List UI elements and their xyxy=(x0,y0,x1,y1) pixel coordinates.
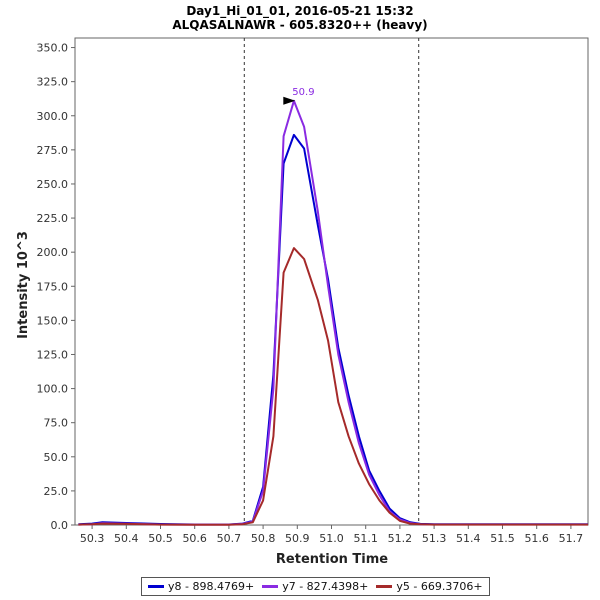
y-tick-label: 325.0 xyxy=(37,76,69,89)
legend-label: y8 - 898.4769+ xyxy=(168,580,255,593)
chart-subtitle: ALQASALNAWR - 605.8320++ (heavy) xyxy=(172,18,427,32)
x-tick-label: 51.5 xyxy=(490,532,515,545)
y-tick-label: 75.0 xyxy=(44,417,69,430)
x-tick-label: 50.6 xyxy=(182,532,207,545)
y-tick-label: 300.0 xyxy=(37,110,69,123)
x-tick-label: 50.4 xyxy=(114,532,139,545)
y-axis-label: Intensity 10^3 xyxy=(16,231,31,339)
y-tick-label: 125.0 xyxy=(37,348,69,361)
y-tick-label: 200.0 xyxy=(37,246,69,259)
x-axis-label: Retention Time xyxy=(276,552,388,567)
x-axis: 50.3 50.4 50.5 50.6 50.7 50.8 50.9 51.0 51.1 51.2… xyxy=(80,525,583,545)
y-tick-label: 100.0 xyxy=(37,383,69,396)
legend-label: y7 - 827.4398+ xyxy=(282,580,369,593)
y-tick-label: 175.0 xyxy=(37,280,69,293)
peak-arrow-icon xyxy=(283,96,296,105)
y-tick-label: 25.0 xyxy=(44,485,69,498)
x-tick-label: 51.0 xyxy=(319,532,344,545)
x-tick-label: 50.7 xyxy=(217,532,242,545)
peak-annotation: 50.9 xyxy=(283,87,315,105)
y-tick-label: 350.0 xyxy=(37,42,69,55)
series-line-y5 xyxy=(78,247,588,526)
legend-item: y7 - 827.4398+ xyxy=(262,580,368,593)
x-tick-label: 51.4 xyxy=(456,532,481,545)
y-tick-label: 275.0 xyxy=(37,144,69,157)
y-tick-label: 150.0 xyxy=(37,314,69,327)
y-axis: 0.0 25.0 50.0 75.0 100.0 125.0 150.0 175.0 200.0… xyxy=(37,42,75,532)
x-tick-label: 51.1 xyxy=(353,532,378,545)
legend-swatch xyxy=(262,585,279,588)
legend-item: y8 - 898.4769+ xyxy=(148,580,254,593)
legend-label: y5 - 669.3706+ xyxy=(396,580,483,593)
y-tick-label: 50.0 xyxy=(44,451,69,464)
x-tick-label: 50.9 xyxy=(285,532,310,545)
legend-swatch xyxy=(148,585,164,588)
x-tick-label: 50.5 xyxy=(148,532,173,545)
legend-swatch xyxy=(376,585,393,588)
x-tick-label: 50.3 xyxy=(80,532,105,545)
x-tick-label: 51.7 xyxy=(559,532,584,545)
x-tick-label: 51.3 xyxy=(422,532,447,545)
y-tick-label: 250.0 xyxy=(37,178,69,191)
y-tick-label: 225.0 xyxy=(37,212,69,225)
peak-label: 50.9 xyxy=(292,87,314,98)
chart-title: Day1_Hi_01_01, 2016-05-21 15:32 xyxy=(186,4,413,19)
x-tick-label: 50.8 xyxy=(251,532,276,545)
legend-item: y5 - 669.3706+ xyxy=(376,580,483,593)
y-tick-label: 0.0 xyxy=(51,519,69,532)
plot-frame xyxy=(74,37,589,526)
series-line-y8 xyxy=(78,133,588,526)
series-lines xyxy=(78,99,588,526)
x-tick-label: 51.2 xyxy=(388,532,413,545)
legend: y8 - 898.4769+ y7 - 827.4398+ y5 - 669.370… xyxy=(141,577,490,596)
x-tick-label: 51.6 xyxy=(524,532,549,545)
